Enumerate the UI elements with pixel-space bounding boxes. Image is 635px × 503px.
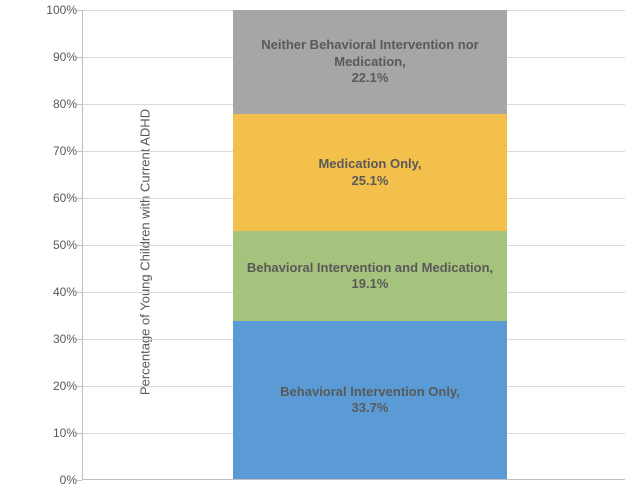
y-tick-label: 60% — [37, 191, 77, 205]
bar-segment-both: Behavioral Intervention and Medication,1… — [233, 231, 507, 321]
y-tick-mark — [77, 10, 82, 11]
bar-segment-value: 19.1% — [247, 276, 493, 292]
bar-segment-text: Behavioral Intervention Only, — [280, 384, 460, 400]
bar-segment-text: Neither Behavioral Intervention nor Medi… — [245, 37, 495, 70]
y-tick-mark — [77, 198, 82, 199]
bar-segment-text: Behavioral Intervention and Medication, — [247, 260, 493, 276]
bar-segment-label: Medication Only,25.1% — [306, 156, 433, 189]
y-tick-mark — [77, 245, 82, 246]
y-tick-mark — [77, 433, 82, 434]
bar-segment-label: Behavioral Intervention and Medication,1… — [235, 260, 505, 293]
y-tick-mark — [77, 386, 82, 387]
chart-container: Percentage of Young Children with Curren… — [0, 0, 635, 503]
bar-segment-neither: Neither Behavioral Intervention nor Medi… — [233, 10, 507, 114]
y-tick-label: 30% — [37, 332, 77, 346]
y-tick-label: 40% — [37, 285, 77, 299]
bar-segment-value: 33.7% — [280, 400, 460, 416]
y-tick-label: 80% — [37, 97, 77, 111]
bar-segment-medication-only: Medication Only,25.1% — [233, 114, 507, 232]
bar-segment-value: 22.1% — [245, 70, 495, 86]
bar-segment-behavioral-only: Behavioral Intervention Only,33.7% — [233, 321, 507, 479]
bar-segment-label: Behavioral Intervention Only,33.7% — [268, 384, 472, 417]
y-tick-label: 70% — [37, 144, 77, 158]
y-tick-mark — [77, 104, 82, 105]
y-tick-mark — [77, 339, 82, 340]
bar-segment-label: Neither Behavioral Intervention nor Medi… — [233, 37, 507, 86]
plot-area: Behavioral Intervention Only,33.7%Behavi… — [82, 10, 625, 480]
stacked-bar: Behavioral Intervention Only,33.7%Behavi… — [233, 10, 507, 479]
bar-segment-value: 25.1% — [318, 173, 421, 189]
y-tick-label: 0% — [37, 473, 77, 487]
y-tick-mark — [77, 292, 82, 293]
y-tick-label: 10% — [37, 426, 77, 440]
y-tick-label: 100% — [37, 3, 77, 17]
y-tick-mark — [77, 57, 82, 58]
y-tick-mark — [77, 480, 82, 481]
y-tick-label: 90% — [37, 50, 77, 64]
y-tick-label: 50% — [37, 238, 77, 252]
y-tick-label: 20% — [37, 379, 77, 393]
bar-segment-text: Medication Only, — [318, 156, 421, 172]
y-tick-mark — [77, 151, 82, 152]
